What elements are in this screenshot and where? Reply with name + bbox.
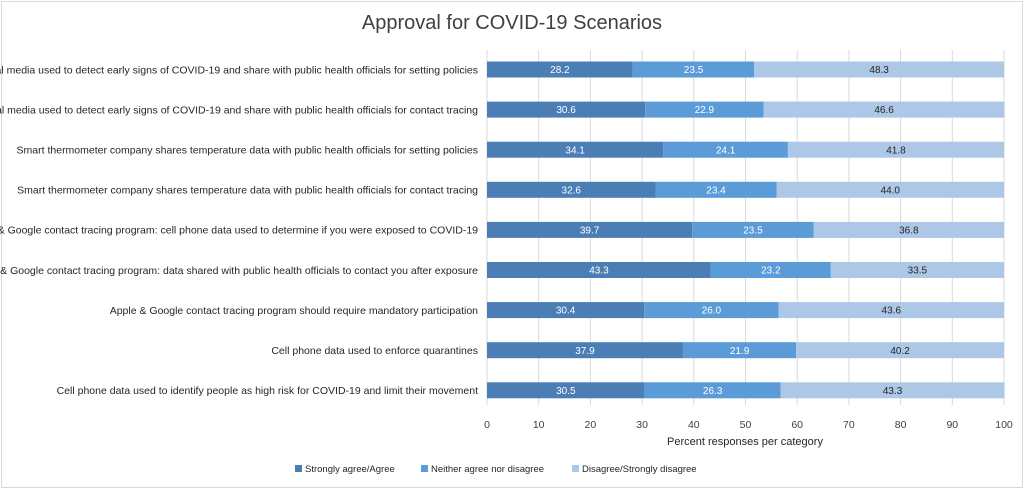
data-label-row4-series0: 39.7: [580, 226, 600, 237]
x-tick-label-3: 30: [636, 419, 648, 431]
data-label-row2-series1: 24.1: [716, 145, 736, 156]
data-label-row1-series1: 22.9: [695, 105, 715, 116]
data-label-row8-series1: 26.3: [703, 386, 723, 397]
legend-label-0: Strongly agree/Agree: [305, 464, 395, 475]
bar-row4-series2: [813, 221, 1004, 238]
data-label-row1-series0: 30.6: [556, 105, 576, 116]
data-label-row1-series2: 46.6: [874, 105, 894, 116]
x-tick-label-5: 50: [740, 419, 752, 431]
x-tick-label-7: 70: [843, 419, 855, 431]
data-label-row0-series1: 23.5: [684, 65, 704, 76]
data-label-row7-series1: 21.9: [730, 346, 750, 357]
data-label-row6-series0: 30.4: [556, 306, 576, 317]
data-label-row6-series1: 26.0: [702, 306, 722, 317]
category-labels: Social media used to detect early signs …: [0, 64, 478, 397]
data-label-row2-series0: 34.1: [565, 145, 585, 156]
legend-label-1: Neither agree nor disagree: [431, 464, 544, 475]
legend: Strongly agree/Agree Neither agree nor di…: [295, 464, 697, 475]
bar-row2-series0: [487, 141, 664, 158]
bar-row6-series1: [644, 302, 779, 319]
bars: 28.2 23.5 48.3 30.6 22.9 46.6 34.1 24.1 41.8 32.6…: [487, 61, 1005, 399]
bar-row1-series0: [487, 101, 646, 118]
x-axis-ticks: 0 10 20 30 40 50 60 70 80 90 100: [484, 419, 1013, 431]
bar-row5-series0: [487, 262, 711, 278]
category-label-8: Cell phone data used to identify people …: [57, 385, 478, 397]
x-tick-label-4: 40: [688, 419, 700, 431]
bar-row6-series2: [778, 302, 1004, 319]
category-label-2: Smart thermometer company shares tempera…: [17, 145, 478, 157]
bar-row7-series0: [487, 342, 683, 359]
data-label-row7-series0: 37.9: [575, 346, 595, 357]
x-tick-label-10: 100: [995, 419, 1013, 431]
data-label-row0-series2: 48.3: [869, 65, 889, 76]
data-label-row5-series2: 33.5: [908, 266, 928, 277]
x-tick-label-9: 90: [946, 419, 958, 431]
legend-swatch-1: [421, 465, 428, 472]
legend-swatch-0: [295, 465, 302, 472]
data-label-row3-series2: 44.0: [881, 185, 901, 196]
category-label-6: Apple & Google contact tracing program s…: [110, 305, 478, 317]
bar-row6-series0: [487, 302, 645, 319]
bar-row8-series0: [487, 382, 645, 399]
x-tick-label-6: 60: [791, 419, 803, 431]
bar-row0-series2: [754, 61, 1004, 78]
data-label-row4-series1: 23.5: [743, 226, 763, 237]
bar-row5-series2: [830, 262, 1004, 278]
bar-row1-series2: [763, 101, 1005, 118]
bar-row5-series1: [710, 262, 831, 278]
data-label-row5-series0: 43.3: [589, 266, 609, 277]
legend-label-2: Disagree/Strongly disagree: [582, 464, 697, 475]
category-label-7: Cell phone data used to enforce quaranti…: [271, 345, 478, 357]
category-label-4: Apple & Google contact tracing program: …: [0, 225, 478, 237]
bar-row2-series1: [663, 141, 788, 158]
x-tick-label-2: 20: [585, 419, 597, 431]
bar-row7-series1: [682, 342, 797, 359]
data-label-row8-series2: 43.3: [883, 386, 903, 397]
chart-title: Approval for COVID-19 Scenarios: [362, 12, 662, 34]
data-label-row7-series2: 40.2: [890, 346, 910, 357]
data-label-row3-series0: 32.6: [562, 185, 582, 196]
bar-row4-series0: [487, 221, 693, 238]
bar-row1-series1: [645, 101, 764, 118]
category-label-3: Smart thermometer company shares tempera…: [17, 185, 478, 197]
x-tick-label-8: 80: [895, 419, 907, 431]
bar-row4-series1: [692, 221, 814, 238]
data-label-row5-series1: 23.2: [761, 266, 781, 277]
x-axis-title: Percent responses per category: [667, 436, 823, 448]
category-label-5: Apple & Google contact tracing program: …: [0, 265, 478, 277]
x-tick-label-1: 10: [533, 419, 545, 431]
category-label-1: Social media used to detect early signs …: [0, 104, 478, 116]
bar-row0-series0: [487, 61, 633, 78]
legend-swatch-2: [572, 465, 579, 472]
category-label-0: Social media used to detect early signs …: [0, 64, 478, 76]
bar-row0-series1: [632, 61, 755, 78]
data-label-row4-series2: 36.8: [899, 226, 919, 237]
bar-row3-series0: [487, 181, 656, 198]
data-label-row3-series1: 23.4: [706, 185, 726, 196]
bar-row8-series2: [780, 382, 1005, 399]
data-label-row8-series0: 30.5: [556, 386, 576, 397]
data-label-row0-series0: 28.2: [550, 65, 570, 76]
data-label-row2-series2: 41.8: [886, 145, 906, 156]
bar-row2-series2: [787, 141, 1004, 158]
bar-row8-series1: [644, 382, 781, 399]
x-tick-label-0: 0: [484, 419, 490, 431]
bar-row7-series2: [796, 342, 1004, 359]
data-label-row6-series2: 43.6: [882, 306, 902, 317]
bar-row3-series1: [655, 181, 777, 198]
bar-row3-series2: [776, 181, 1004, 198]
